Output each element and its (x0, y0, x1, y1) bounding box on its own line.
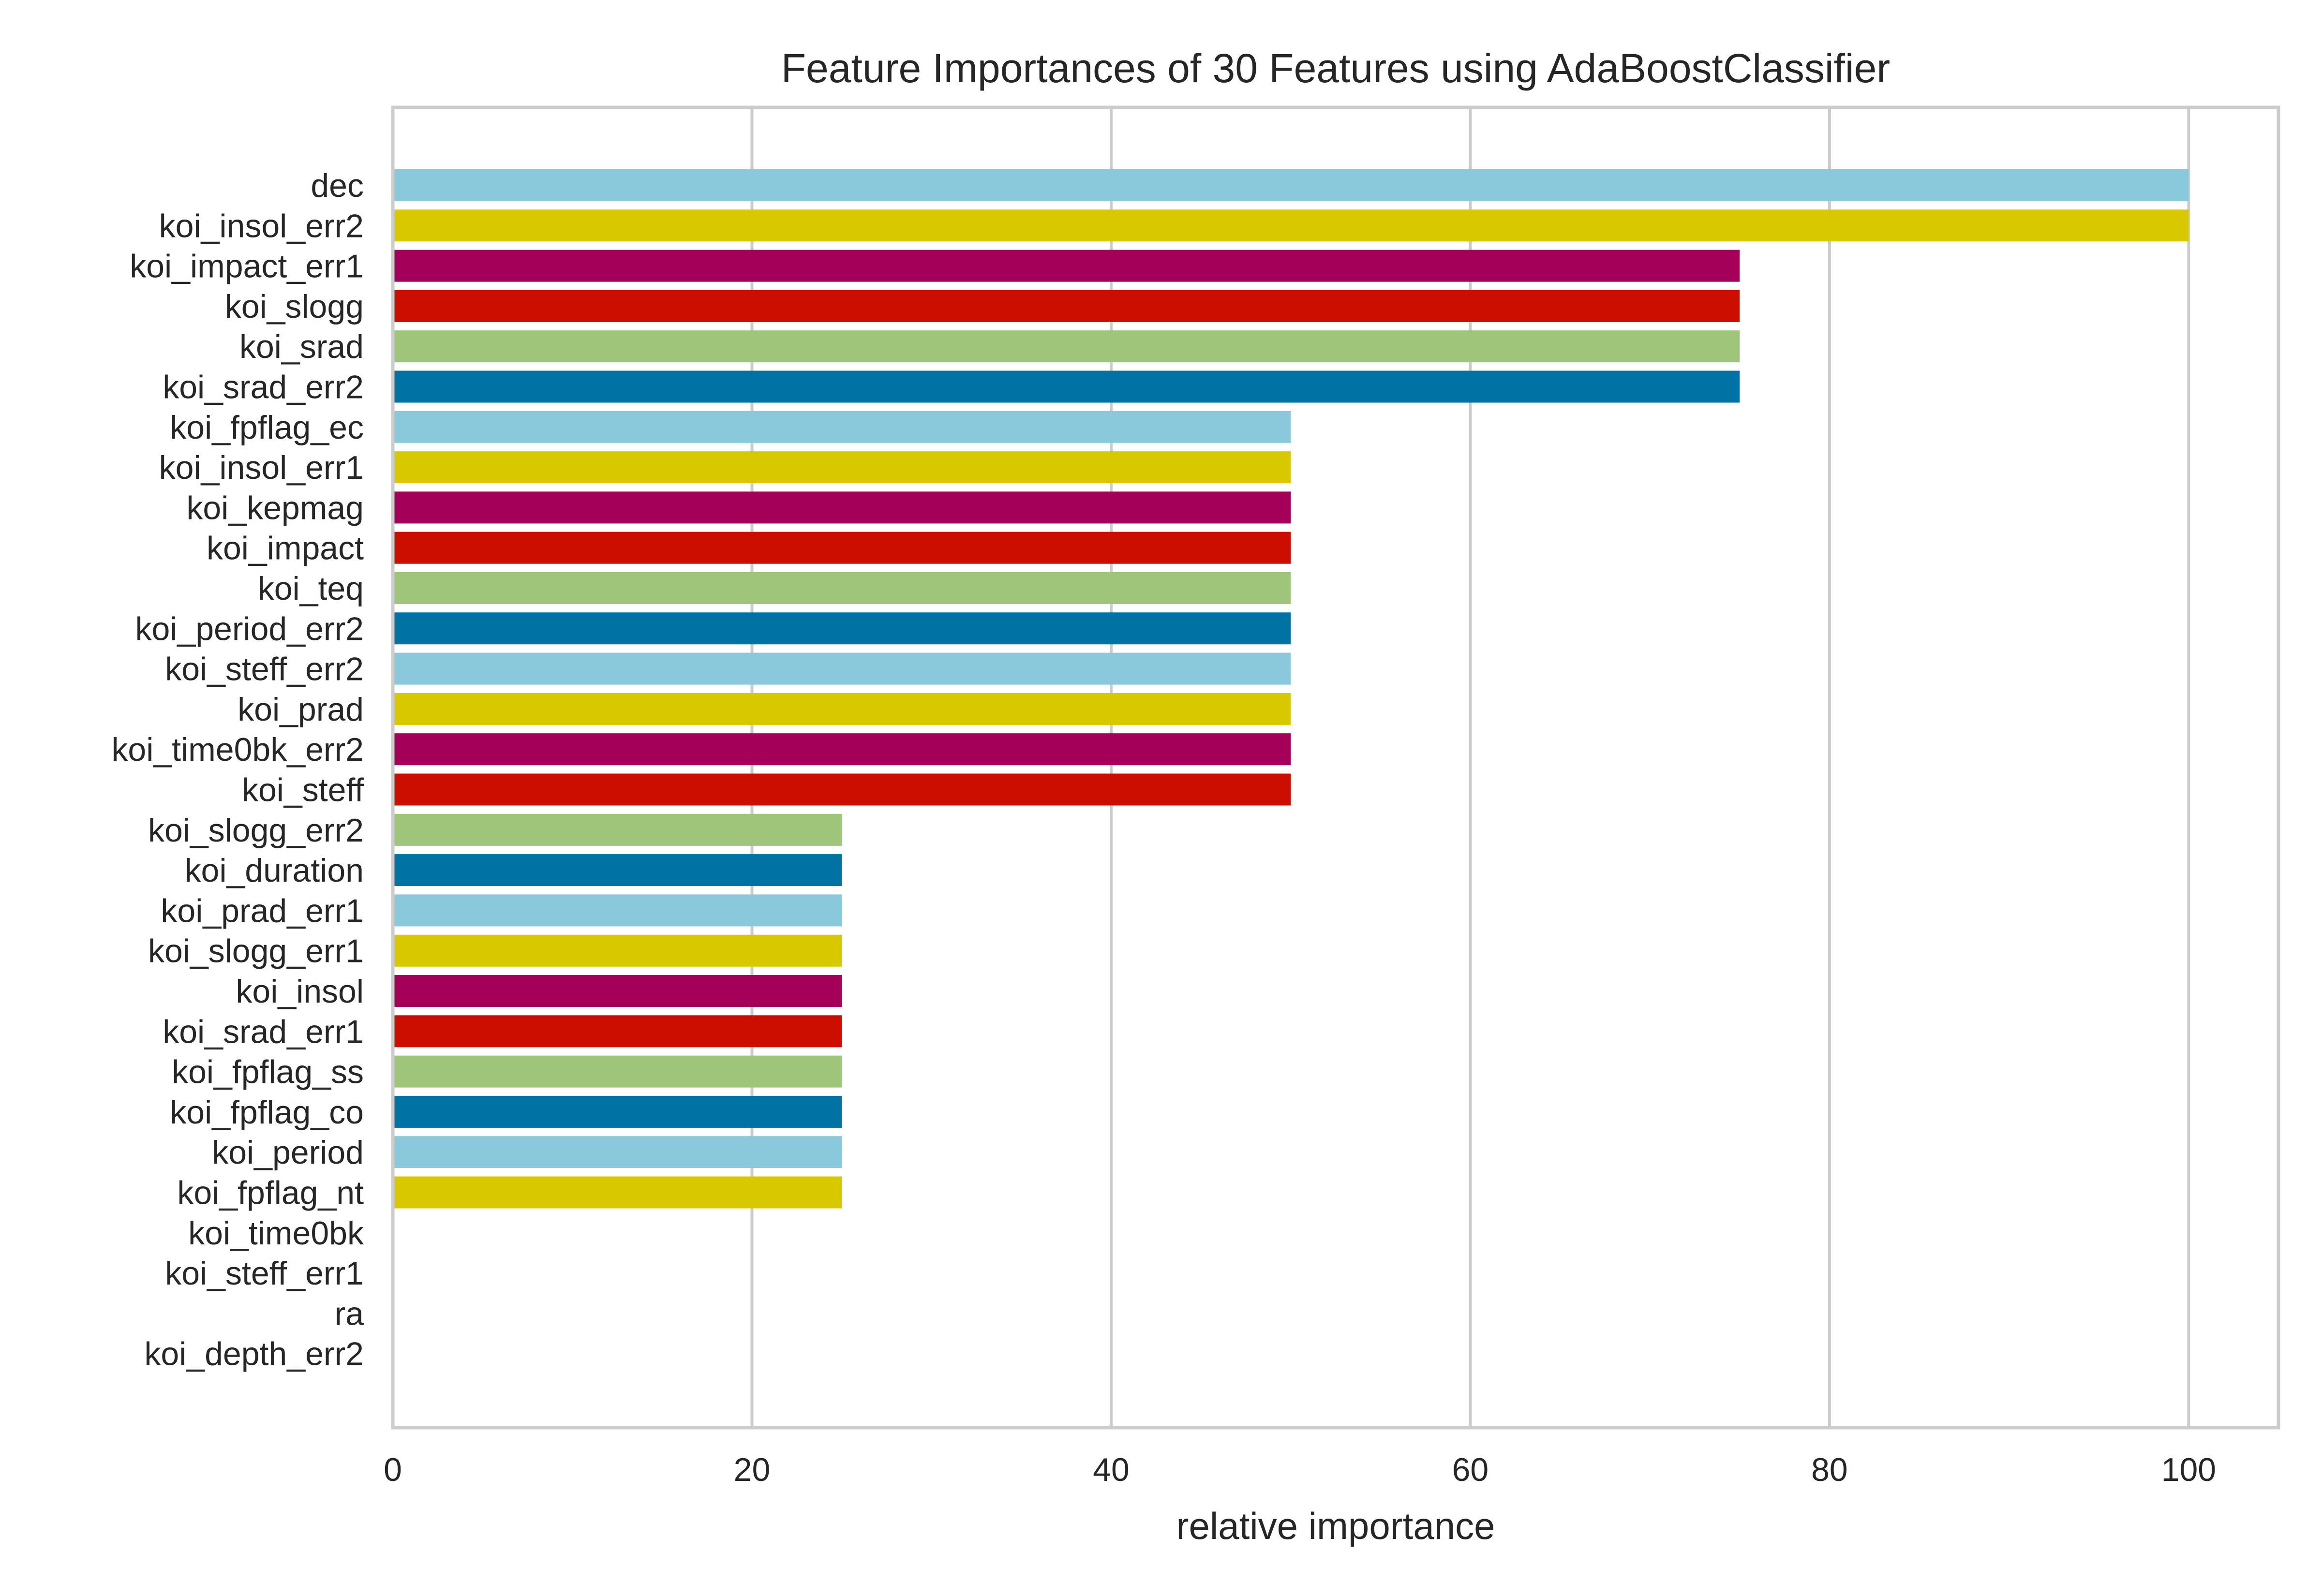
category-label: koi_insol_err1 (159, 449, 364, 486)
bar (393, 934, 842, 967)
category-label: koi_prad_err1 (161, 892, 364, 929)
bar (393, 1015, 842, 1048)
category-label: koi_srad_err1 (163, 1013, 364, 1050)
category-label: koi_steff (242, 772, 364, 809)
bar (393, 1095, 842, 1128)
bar (393, 1176, 842, 1209)
x-tick-labels: 0 20 40 60 80 100 (384, 1451, 2216, 1488)
category-label: koi_slogg_err1 (148, 933, 364, 970)
bar (393, 532, 1291, 564)
x-axis-title: relative importance (1176, 1505, 1495, 1547)
bar (393, 733, 1291, 766)
bar (393, 894, 842, 927)
x-tick-label: 20 (734, 1451, 771, 1488)
chart-title: Feature Importances of 30 Features using… (781, 45, 1890, 91)
category-labels: deckoi_insol_err2koi_impact_err1koi_slog… (111, 167, 364, 1373)
bar (393, 1136, 842, 1168)
bar (393, 572, 1291, 604)
x-tick-label: 80 (1811, 1451, 1848, 1488)
category-label: koi_insol_err2 (159, 207, 364, 244)
bar (393, 773, 1291, 806)
x-tick-label: 0 (384, 1451, 402, 1488)
bar (393, 813, 842, 846)
category-label: koi_impact (207, 530, 364, 567)
category-label: koi_impact_err1 (130, 248, 364, 285)
category-label: koi_prad (238, 691, 364, 728)
bar (393, 411, 1291, 443)
category-label: koi_insol (236, 973, 364, 1010)
category-label: koi_period (212, 1134, 364, 1171)
category-label: koi_time0bk (188, 1215, 364, 1252)
category-label: koi_teq (258, 570, 364, 607)
category-label: koi_steff_err2 (165, 651, 364, 688)
bar (393, 612, 1291, 645)
bar (393, 209, 2189, 242)
bars (393, 169, 2189, 1209)
bar (393, 370, 1740, 403)
bar (393, 693, 1291, 725)
bar (393, 451, 1291, 484)
category-label: koi_fpflag_nt (177, 1175, 364, 1212)
bar (393, 975, 842, 1007)
category-label: koi_slogg (225, 288, 364, 325)
category-label: koi_fpflag_ec (170, 409, 364, 446)
bar (393, 169, 2189, 201)
category-label: koi_steff_err1 (165, 1255, 364, 1292)
category-label: koi_period_err2 (135, 610, 364, 647)
category-label: koi_srad (239, 328, 364, 365)
bar (393, 250, 1740, 282)
x-tick-label: 100 (2161, 1451, 2216, 1488)
bar (393, 652, 1291, 685)
category-label: koi_depth_err2 (144, 1336, 364, 1373)
category-label: koi_fpflag_co (170, 1094, 364, 1131)
bar (393, 854, 842, 887)
category-label: dec (311, 167, 364, 204)
bar (393, 491, 1291, 524)
plot-frame (391, 105, 2280, 1430)
category-label: koi_fpflag_ss (172, 1054, 364, 1091)
category-label: koi_time0bk_err2 (111, 731, 364, 768)
category-label: koi_srad_err2 (163, 369, 364, 406)
bar (393, 1055, 842, 1088)
bar (393, 330, 1740, 363)
category-label: ra (335, 1295, 364, 1332)
bar (393, 290, 1740, 322)
x-tick-label: 60 (1452, 1451, 1489, 1488)
category-label: koi_duration (185, 852, 364, 889)
category-label: koi_kepmag (186, 489, 364, 526)
category-label: koi_slogg_err2 (148, 812, 364, 849)
x-tick-label: 40 (1093, 1451, 1130, 1488)
